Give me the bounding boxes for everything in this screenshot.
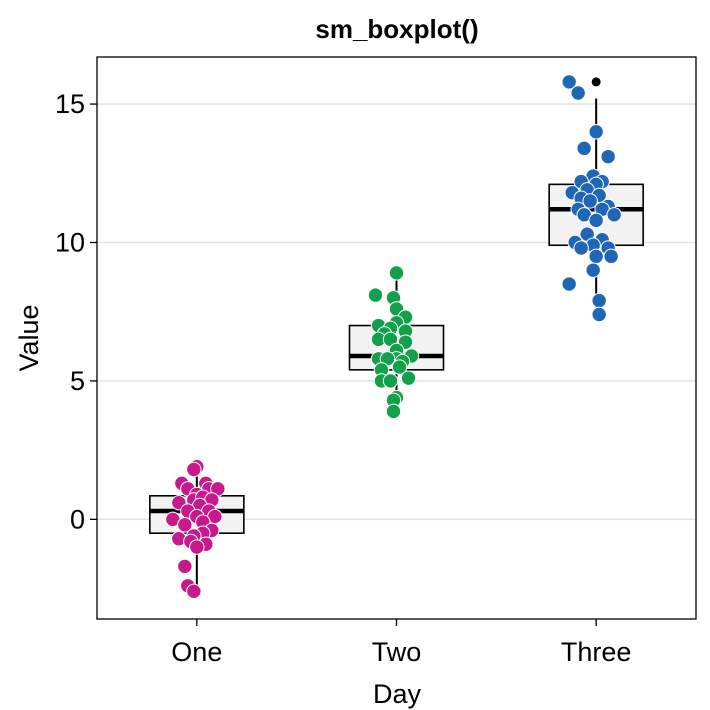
- data-point: [588, 124, 604, 140]
- data-point: [561, 276, 577, 292]
- box-layer: [149, 77, 644, 592]
- data-point: [561, 74, 577, 90]
- data-point: [570, 85, 586, 101]
- x-tick-label: Three: [561, 637, 632, 667]
- y-axis: 0 5 10 15: [55, 89, 97, 534]
- data-point: [588, 248, 604, 265]
- data-point: [576, 140, 592, 157]
- data-point: [177, 517, 193, 533]
- y-tick-label: 10: [55, 227, 85, 257]
- data-point: [391, 359, 408, 375]
- data-point: [603, 248, 619, 265]
- data-point: [400, 370, 417, 386]
- data-point: [585, 262, 601, 278]
- x-tick-label: Two: [372, 637, 422, 667]
- data-point: [189, 539, 205, 555]
- data-point: [186, 583, 202, 600]
- y-tick-label: 0: [70, 504, 85, 534]
- outlier-point: [591, 77, 601, 87]
- chart-title: sm_boxplot(): [315, 14, 478, 44]
- data-point: [388, 265, 405, 281]
- x-tick-label: One: [171, 637, 222, 667]
- data-point: [600, 148, 616, 165]
- data-point: [591, 292, 607, 309]
- y-tick-label: 15: [55, 89, 85, 119]
- y-tick-label: 5: [70, 366, 85, 396]
- data-point: [591, 306, 607, 323]
- x-axis: One Two Three: [171, 619, 631, 667]
- point-layer: [165, 74, 622, 600]
- data-point: [186, 461, 202, 478]
- data-point: [588, 212, 604, 229]
- data-point: [573, 240, 589, 256]
- x-axis-title: Day: [373, 679, 422, 709]
- data-point: [382, 373, 399, 389]
- data-point: [582, 193, 598, 209]
- data-point: [606, 207, 622, 223]
- y-axis-title: Value: [14, 304, 44, 371]
- data-point: [177, 558, 193, 575]
- data-point: [385, 403, 402, 420]
- data-point: [367, 287, 384, 303]
